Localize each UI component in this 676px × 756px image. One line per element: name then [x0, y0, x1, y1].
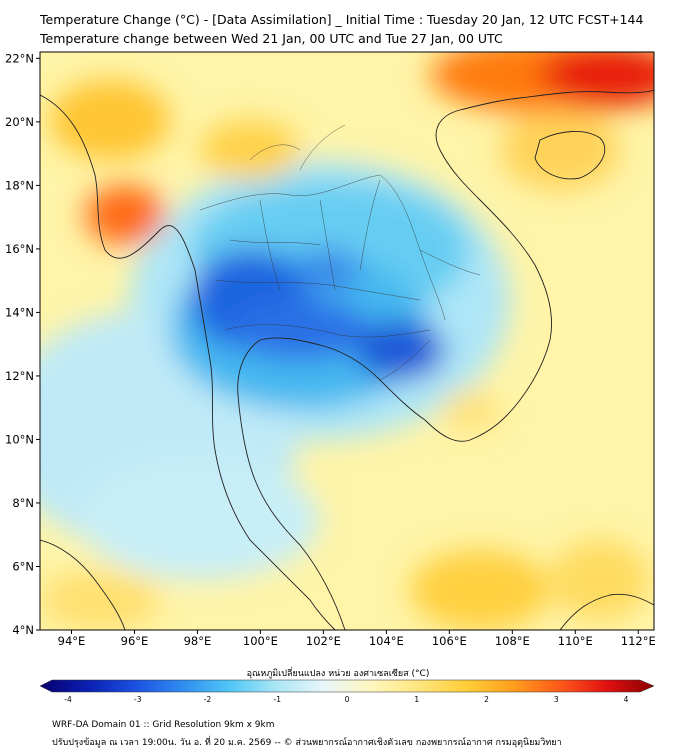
- lat-tick-label: 4°N: [12, 623, 34, 637]
- lon-tick-label: 104°E: [369, 634, 404, 648]
- colorbar-tick-label: 4: [624, 695, 629, 704]
- lon-tick-label: 108°E: [495, 634, 530, 648]
- map-field: [40, 52, 654, 630]
- colorbar-tick-label: 0: [345, 695, 350, 704]
- lat-tick-label: 12°N: [5, 369, 34, 383]
- footer-credit: ปรับปรุงข้อมูล ณ เวลา 19:00น. วัน อ. ที่…: [52, 738, 562, 748]
- lat-tick-label: 6°N: [12, 559, 34, 573]
- colorbar-bar: [39, 679, 655, 693]
- lat-tick-label: 8°N: [12, 496, 34, 510]
- lat-tick-label: 20°N: [5, 115, 34, 129]
- lat-tick-label: 14°N: [5, 305, 34, 319]
- admin-borders: [199, 124, 481, 381]
- colorbar: -4 -3 -2 -1 0 1 2 3 4: [39, 679, 655, 704]
- latitude-ticks: 4°N 6°N 8°N 10°N 12°N 14°N 16°N 18°N 20°N 22°N: [5, 51, 40, 637]
- colorbar-tick-label: 3: [554, 695, 559, 704]
- colorbar-tick-label: -4: [64, 695, 72, 704]
- lon-tick-label: 100°E: [243, 634, 278, 648]
- coastlines: [40, 89, 654, 630]
- colorbar-tick-label: -1: [274, 695, 282, 704]
- colorbar-tick-label: -2: [204, 695, 212, 704]
- lon-tick-label: 110°E: [558, 634, 593, 648]
- lon-tick-label: 106°E: [432, 634, 467, 648]
- chart-title: Temperature Change (°C) - [Data Assimila…: [40, 12, 644, 27]
- lon-tick-label: 96°E: [121, 634, 149, 648]
- colorbar-tick-label: 1: [414, 695, 419, 704]
- colorbar-tick-label: -3: [134, 695, 142, 704]
- colorbar-tick-label: 2: [484, 695, 489, 704]
- lat-tick-label: 18°N: [5, 178, 34, 192]
- footer-model-info: WRF-DA Domain 01 :: Grid Resolution 9km …: [52, 720, 275, 730]
- lon-tick-label: 94°E: [58, 634, 86, 648]
- colorbar-ticks: -4 -3 -2 -1 0 1 2 3 4: [64, 695, 628, 704]
- colorbar-title: อุณหภูมิเปลี่ยนแปลง หน่วย องศาเซลเซียส (…: [246, 669, 430, 679]
- lon-tick-label: 102°E: [306, 634, 341, 648]
- longitude-ticks: 94°E 96°E 98°E 100°E 102°E 104°E 106°E 108°E 110…: [58, 630, 656, 648]
- lat-tick-label: 16°N: [5, 242, 34, 256]
- lat-tick-label: 22°N: [5, 51, 34, 65]
- lon-tick-label: 98°E: [184, 634, 212, 648]
- chart-subtitle: Temperature change between Wed 21 Jan, 0…: [40, 31, 503, 46]
- lon-tick-label: 112°E: [621, 634, 656, 648]
- lat-tick-label: 10°N: [5, 432, 34, 446]
